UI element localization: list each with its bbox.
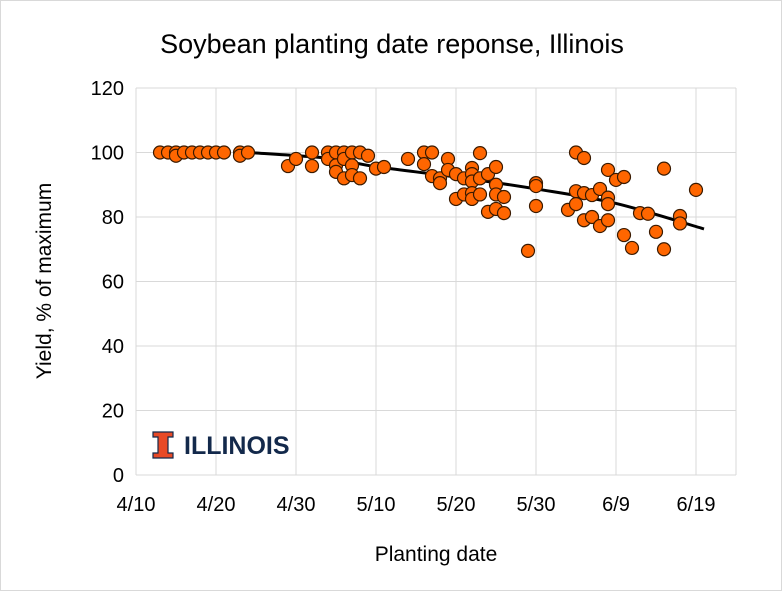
data-point — [432, 176, 448, 191]
data-point — [352, 171, 368, 186]
data-point — [616, 227, 632, 243]
data-point — [376, 159, 392, 175]
data-point — [240, 145, 256, 160]
data-point — [568, 197, 584, 212]
data-point — [288, 151, 304, 167]
data-point — [488, 159, 504, 175]
x-tick-label: 5/10 — [357, 494, 396, 516]
data-point — [640, 206, 656, 221]
x-tick-label: 4/20 — [197, 494, 236, 516]
chart-title: Soybean planting date reponse, Illinois — [160, 29, 624, 59]
y-tick-label: 100 — [91, 143, 124, 165]
data-point — [672, 216, 688, 231]
data-point — [520, 243, 536, 258]
data-point — [360, 148, 376, 163]
data-point — [600, 213, 616, 228]
data-point — [648, 224, 664, 239]
data-point — [304, 145, 320, 160]
data-point — [304, 158, 320, 174]
y-tick-label: 80 — [102, 207, 124, 229]
data-point — [592, 181, 608, 197]
data-point — [472, 146, 488, 161]
data-point — [624, 240, 640, 256]
x-tick-label: 4/10 — [117, 494, 156, 516]
illinois-logo: ILLINOIS — [152, 431, 290, 460]
data-point — [616, 169, 632, 185]
x-tick-label: 5/30 — [517, 494, 556, 516]
data-point — [584, 209, 600, 225]
data-point — [688, 182, 704, 198]
data-point — [600, 162, 616, 178]
data-point — [216, 145, 232, 160]
data-point — [576, 150, 592, 166]
y-tick-label: 120 — [91, 78, 124, 100]
data-point — [656, 161, 672, 176]
x-axis-label: Planting date — [375, 543, 498, 566]
x-tick-label: 5/20 — [437, 494, 476, 516]
data-point — [424, 145, 440, 160]
x-tick-label: 4/30 — [277, 494, 316, 516]
data-point — [400, 151, 416, 167]
data-point — [416, 157, 432, 172]
data-point — [528, 178, 544, 194]
data-point — [656, 242, 672, 257]
data-point — [600, 197, 616, 212]
y-tick-label: 0 — [113, 465, 124, 487]
x-tick-label: 6/9 — [602, 494, 630, 516]
logo-text: ILLINOIS — [184, 432, 290, 460]
x-tick-label: 6/19 — [677, 494, 716, 516]
data-point — [528, 198, 544, 214]
y-tick-label: 60 — [102, 272, 124, 294]
data-point — [472, 187, 488, 202]
y-axis-label: Yield, % of maximum — [33, 183, 56, 379]
block-i-icon — [152, 431, 174, 459]
y-tick-label: 40 — [102, 336, 124, 358]
data-point — [496, 189, 512, 205]
data-point — [496, 206, 512, 221]
y-tick-label: 20 — [102, 401, 124, 423]
